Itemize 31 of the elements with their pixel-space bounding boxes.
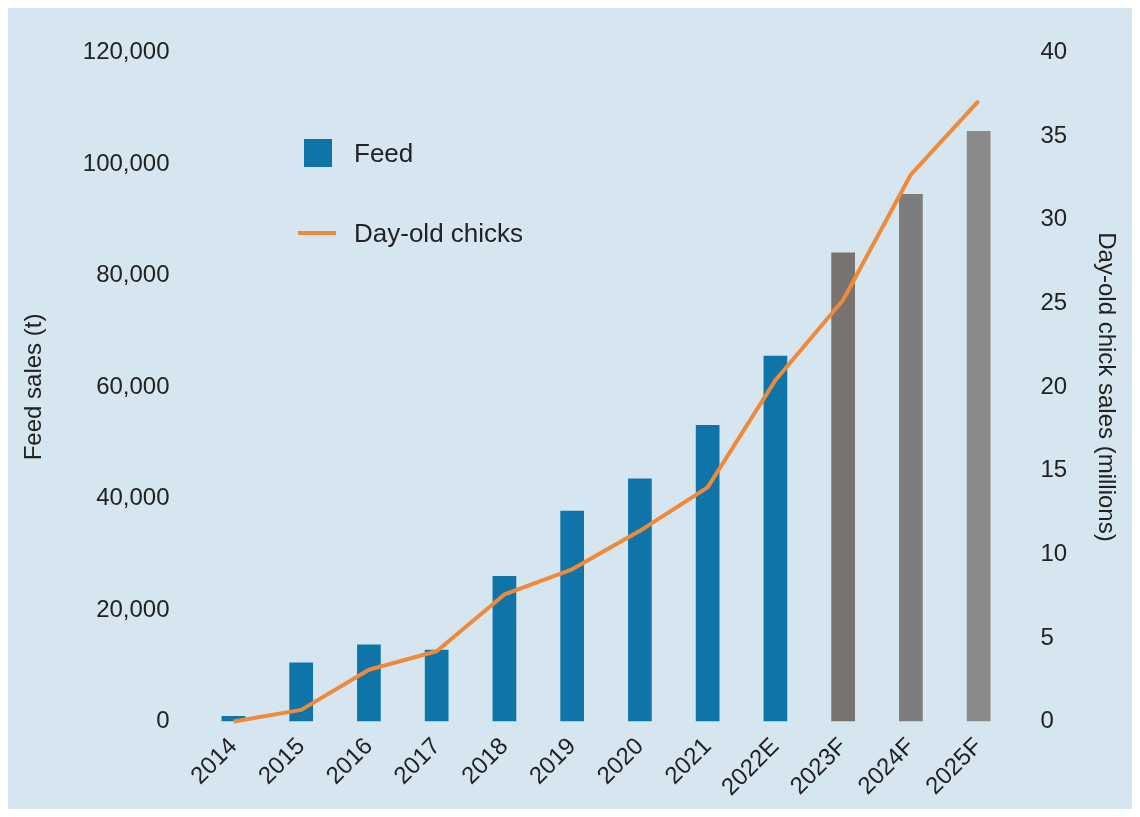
y2-tick-label: 15 — [1040, 455, 1068, 483]
y-tick-label: 80,000 — [96, 260, 170, 288]
y-tick-label: 40,000 — [96, 483, 170, 511]
bar — [695, 424, 720, 722]
bar — [899, 194, 923, 722]
bar — [560, 510, 585, 722]
bar — [492, 576, 517, 722]
bar — [628, 478, 652, 722]
y2-tick-label: 20 — [1040, 371, 1068, 399]
legend-label: Feed — [354, 137, 414, 169]
bar — [289, 662, 314, 722]
bar — [763, 355, 788, 722]
y-tick-label: 0 — [156, 706, 170, 734]
y2-tick-label: 0 — [1040, 706, 1054, 734]
y2-tick-label: 40 — [1040, 37, 1068, 65]
bar — [357, 644, 381, 722]
y2-tick-label: 5 — [1040, 622, 1054, 650]
y2-axis-title: Day-old chick sales (millions) — [1093, 232, 1121, 542]
bar — [966, 131, 991, 722]
y2-tick-label: 25 — [1040, 287, 1068, 315]
y-tick-label: 120,000 — [82, 37, 170, 65]
y2-tick-label: 35 — [1040, 120, 1068, 148]
bar — [424, 649, 449, 722]
y-tick-label: 20,000 — [96, 594, 170, 622]
y-tick-label: 60,000 — [96, 371, 170, 399]
legend-label: Day-old chicks — [354, 217, 524, 249]
y2-tick-label: 30 — [1040, 204, 1068, 232]
y2-tick-label: 10 — [1040, 538, 1068, 566]
y-tick-label: 100,000 — [82, 148, 170, 176]
y-axis-title: Feed sales (t) — [19, 313, 47, 461]
bar — [831, 252, 855, 722]
